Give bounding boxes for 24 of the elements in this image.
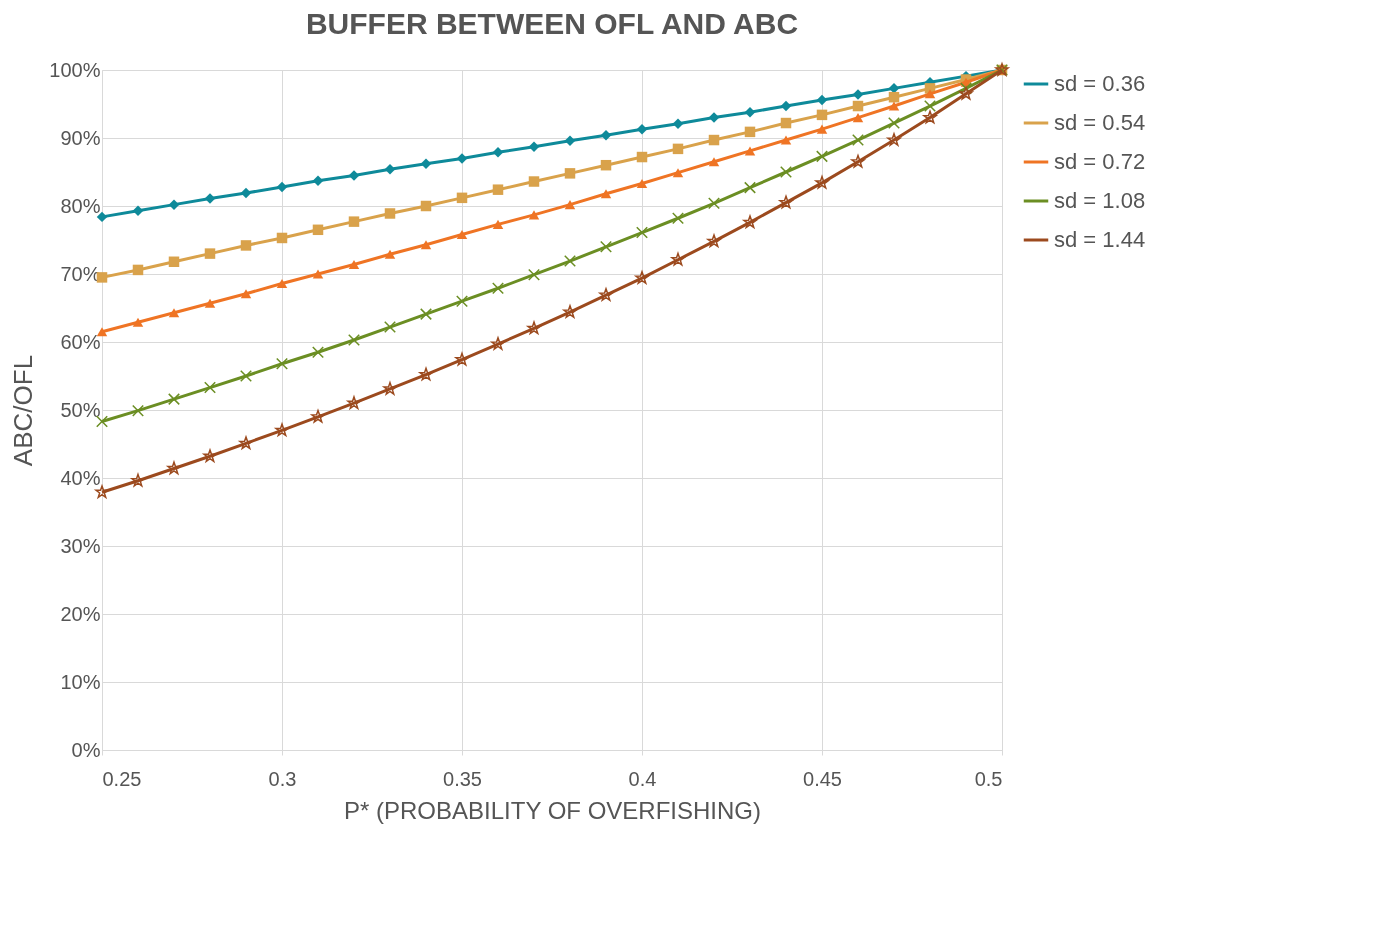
y-tick-label: 50%: [60, 398, 101, 421]
legend-label: sd = 1.44: [1054, 227, 1146, 252]
y-tick-label: 90%: [60, 126, 101, 149]
y-tick-label: 100%: [49, 58, 101, 81]
legend-label: sd = 0.54: [1054, 110, 1146, 135]
y-tick-label: 0%: [71, 738, 101, 761]
y-tick-label: 40%: [60, 466, 101, 489]
y-axis-title: ABC/OFL: [8, 354, 39, 467]
x-tick-label: 0.45: [803, 767, 842, 790]
chart-title: BUFFER BETWEEN OFL AND ABC: [305, 7, 799, 40]
x-tick-label: 0.4: [628, 767, 657, 790]
x-tick-label: 0.35: [443, 767, 482, 790]
y-tick-label: 10%: [60, 670, 101, 693]
x-tick-label: 0.5: [974, 767, 1003, 790]
x-tick-label: 0.25: [102, 767, 142, 790]
x-tick-label: 0.3: [268, 767, 297, 790]
y-tick-label: 60%: [60, 330, 101, 353]
legend-label: sd = 0.72: [1054, 149, 1146, 174]
legend-label: sd = 1.08: [1054, 188, 1146, 213]
y-tick-label: 20%: [60, 602, 101, 625]
x-axis-title: P* (PROBABILITY OF OVERFISHING): [344, 796, 761, 824]
y-tick-label: 30%: [60, 534, 101, 557]
legend-label: sd = 0.36: [1054, 71, 1146, 96]
y-tick-label: 80%: [60, 194, 101, 217]
